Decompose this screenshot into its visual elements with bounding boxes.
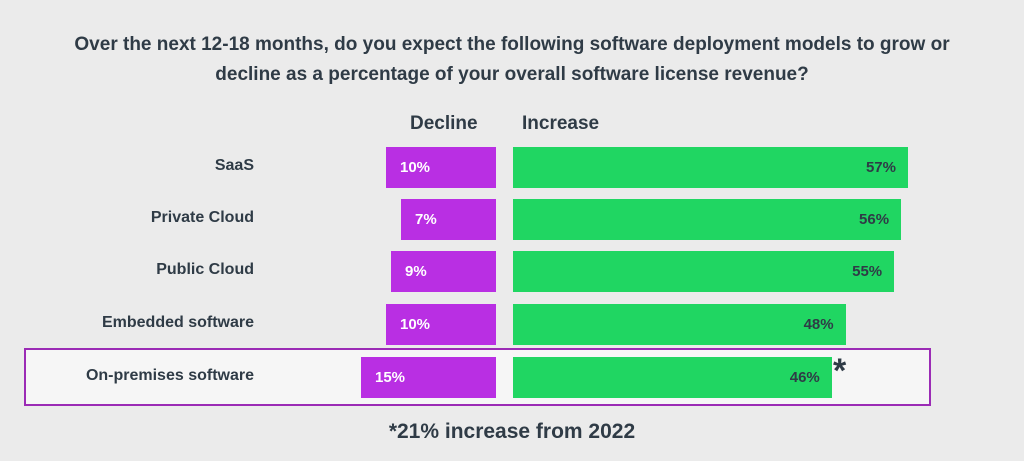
decline-bar: 9% [391, 251, 496, 292]
increase-bar: 55% [513, 251, 895, 292]
category-label: Public Cloud [156, 261, 254, 278]
footnote: *21% increase from 2022 [388, 420, 636, 443]
category-label: On-premises software [85, 367, 254, 384]
decline-bar: 7% [401, 199, 496, 240]
increase-bar: 57% [513, 147, 908, 188]
category-label: SaaS [214, 157, 254, 174]
title-line-1: Over the next 12-18 months, do you expec… [74, 34, 950, 55]
legend-decline: Decline [410, 113, 478, 134]
increase-bar: 56% [513, 199, 902, 240]
decline-bar: 10% [386, 147, 496, 188]
category-label: Embedded software [101, 314, 254, 331]
title-line-2: decline as a percentage of your overall … [215, 64, 809, 85]
category-label: Private Cloud [150, 209, 254, 226]
decline-bar: 10% [386, 304, 496, 345]
annotation-asterisk: * [833, 352, 847, 390]
chart-title: Over the next 12-18 months, do you expec… [0, 30, 1024, 90]
increase-bar: 46% [513, 357, 832, 398]
legend-increase: Increase [522, 113, 600, 134]
decline-bar: 15% [361, 357, 496, 398]
increase-bar: 48% [513, 304, 846, 345]
